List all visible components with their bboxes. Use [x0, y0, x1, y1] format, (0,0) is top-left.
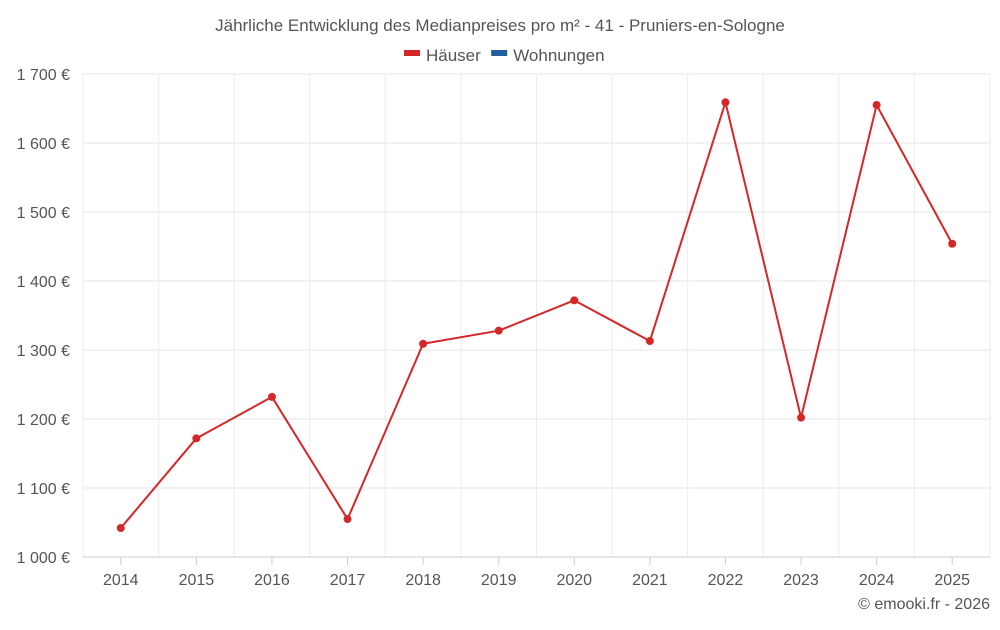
- x-tick-label: 2020: [556, 572, 592, 589]
- legend-label: Häuser: [426, 46, 481, 65]
- data-point: [948, 239, 957, 248]
- x-tick-label: 2018: [405, 572, 441, 589]
- y-tick-label: 1 300 €: [17, 343, 70, 360]
- legend-label: Wohnungen: [513, 46, 604, 65]
- data-point: [872, 101, 881, 110]
- x-tick-label: 2014: [103, 572, 139, 589]
- data-point: [645, 337, 654, 346]
- x-tick-label: 2015: [179, 572, 215, 589]
- y-tick-label: 1 100 €: [17, 481, 70, 498]
- x-tick-label: 2022: [708, 572, 744, 589]
- x-axis: 2014 2015 2016 2017 2018 2019 2020 2021 2022 2023…: [83, 556, 990, 589]
- grid: [82, 73, 991, 558]
- data-point: [267, 392, 276, 401]
- data-point: [494, 326, 503, 335]
- x-tick-label: 2024: [859, 572, 895, 589]
- legend-item: Häuser: [404, 46, 481, 65]
- legend-swatch: [491, 50, 508, 56]
- credit-text: © emooki.fr - 2026: [858, 596, 990, 613]
- x-tick-label: 2017: [330, 572, 366, 589]
- data-point: [343, 515, 352, 524]
- y-axis: 1 000 € 1 100 € 1 200 € 1 300 € 1 400 € 1 500…: [17, 67, 70, 567]
- legend-item: Wohnungen: [491, 46, 605, 65]
- legend-swatch: [404, 50, 420, 56]
- data-point: [116, 524, 125, 533]
- data-point: [721, 98, 730, 107]
- data-point: [797, 413, 806, 422]
- y-tick-label: 1 200 €: [17, 412, 70, 429]
- y-tick-label: 1 600 €: [17, 136, 70, 153]
- y-tick-label: 1 700 €: [17, 67, 70, 84]
- x-tick-label: 2016: [254, 572, 290, 589]
- x-tick-label: 2023: [783, 572, 819, 589]
- y-tick-label: 1 000 €: [17, 550, 70, 567]
- data-point: [192, 434, 201, 443]
- series-layer: [116, 98, 957, 533]
- series-line: [120, 101, 954, 529]
- x-tick-label: 2019: [481, 572, 517, 589]
- legend: Häuser Wohnungen: [404, 46, 605, 65]
- data-point: [570, 296, 579, 305]
- y-tick-label: 1 500 €: [17, 205, 70, 222]
- data-point: [419, 339, 428, 348]
- x-tick-label: 2025: [934, 572, 970, 589]
- x-tick-label: 2021: [632, 572, 668, 589]
- y-tick-label: 1 400 €: [17, 274, 70, 291]
- chart-title: Jährliche Entwicklung des Medianpreises …: [215, 16, 785, 35]
